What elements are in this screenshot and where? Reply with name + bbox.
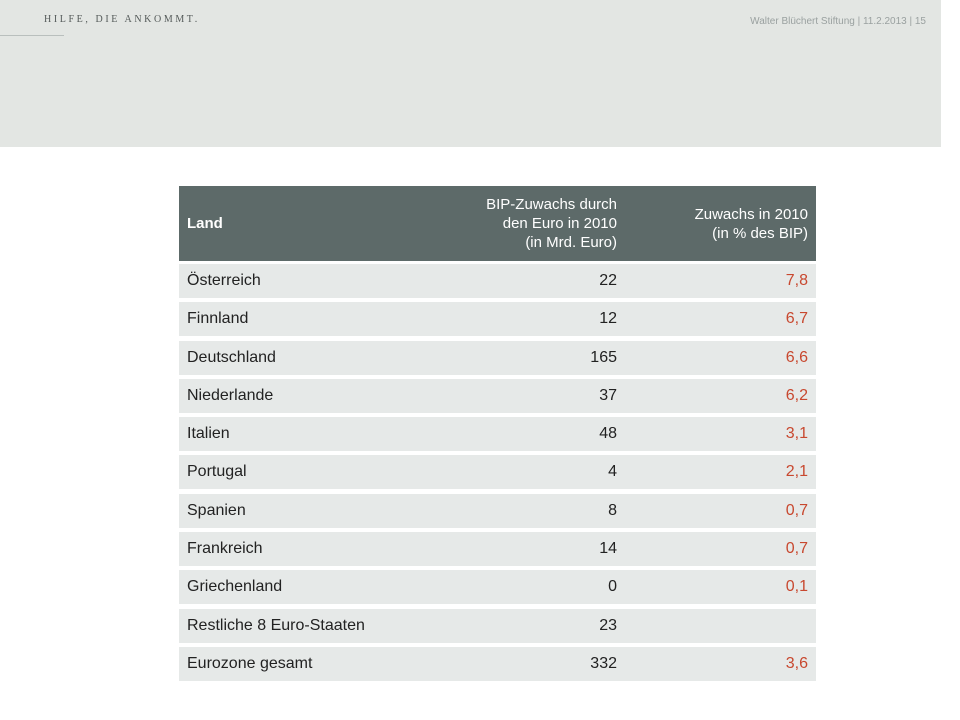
- cell-land: Spanien: [187, 501, 246, 519]
- header-land-label: Land: [187, 215, 223, 232]
- cell-land: Österreich: [187, 272, 261, 289]
- slide-footer-meta: Walter Blüchert Stiftung | 11.2.2013 | 1…: [750, 16, 926, 27]
- cell-pct: 0,1: [785, 578, 808, 596]
- cell-land: Niederlande: [187, 386, 274, 404]
- cell-bip: 0: [608, 578, 617, 596]
- table-row: Spanien 8 0,7: [179, 493, 816, 528]
- table-row: Österreich 22 7,8: [179, 264, 816, 298]
- cell-pct: 0,7: [785, 540, 808, 558]
- table-row: Griechenland 0 0,1: [179, 570, 816, 605]
- cell-pct: 6,7: [785, 310, 808, 328]
- cell-land: Portugal: [187, 463, 247, 481]
- table-header-row: Land BIP-Zuwachs durch den Euro in 2010 …: [179, 186, 816, 261]
- header-bip-label: BIP-Zuwachs durch den Euro in 2010 (in M…: [486, 196, 617, 251]
- cell-land: Finnland: [187, 310, 249, 328]
- cell-land: Restliche 8 Euro-Staaten: [187, 616, 365, 634]
- table-body: Österreich 22 7,8 Finnland 12 6,7 Deutschland 1…: [179, 264, 816, 681]
- cell-pct: 2,1: [785, 463, 808, 481]
- table-row: Frankreich 14 0,7: [179, 532, 816, 567]
- cell-pct: 0,7: [785, 501, 808, 519]
- cell-bip: 23: [599, 616, 617, 634]
- cell-pct: 3,1: [785, 425, 808, 443]
- cell-bip: 12: [599, 310, 617, 328]
- table-row: Restliche 8 Euro-Staaten 23: [179, 608, 816, 643]
- cell-pct: 6,2: [785, 386, 808, 404]
- cell-bip: 48: [599, 425, 617, 443]
- header-pct: Zuwachs in 2010 (in % des BIP): [617, 186, 816, 261]
- cell-pct: 7,8: [785, 272, 808, 289]
- cell-land: Griechenland: [187, 578, 283, 596]
- brand-slogan: HILFE, DIE ANKOMMT.: [44, 14, 200, 25]
- table-row: Portugal 4 2,1: [179, 455, 816, 490]
- table-row: Finnland 12 6,7: [179, 302, 816, 337]
- table-row: Eurozone gesamt 332 3,6: [179, 646, 816, 681]
- header-land: Land: [179, 186, 407, 261]
- header-band: [0, 0, 941, 147]
- table-row: Niederlande 37 6,2: [179, 378, 816, 413]
- table-row: Italien 48 3,1: [179, 417, 816, 452]
- gdp-table: Land BIP-Zuwachs durch den Euro in 2010 …: [179, 186, 816, 685]
- cell-bip: 37: [599, 386, 617, 404]
- header-pct-label: Zuwachs in 2010 (in % des BIP): [694, 205, 808, 242]
- cell-bip: 332: [590, 654, 617, 672]
- cell-bip: 22: [599, 272, 617, 289]
- cell-bip: 8: [608, 501, 617, 519]
- header-bip: BIP-Zuwachs durch den Euro in 2010 (in M…: [407, 186, 617, 261]
- cell-pct: 6,6: [785, 348, 808, 366]
- brand-divider: [0, 35, 64, 36]
- cell-bip: 4: [608, 463, 617, 481]
- cell-land: Italien: [187, 425, 230, 443]
- table-row: Deutschland 165 6,6: [179, 340, 816, 375]
- cell-bip: 165: [590, 348, 617, 366]
- cell-land: Frankreich: [187, 540, 263, 558]
- cell-pct: 3,6: [785, 654, 808, 672]
- cell-bip: 14: [599, 540, 617, 558]
- cell-land: Deutschland: [187, 348, 276, 366]
- cell-land: Eurozone gesamt: [187, 654, 313, 672]
